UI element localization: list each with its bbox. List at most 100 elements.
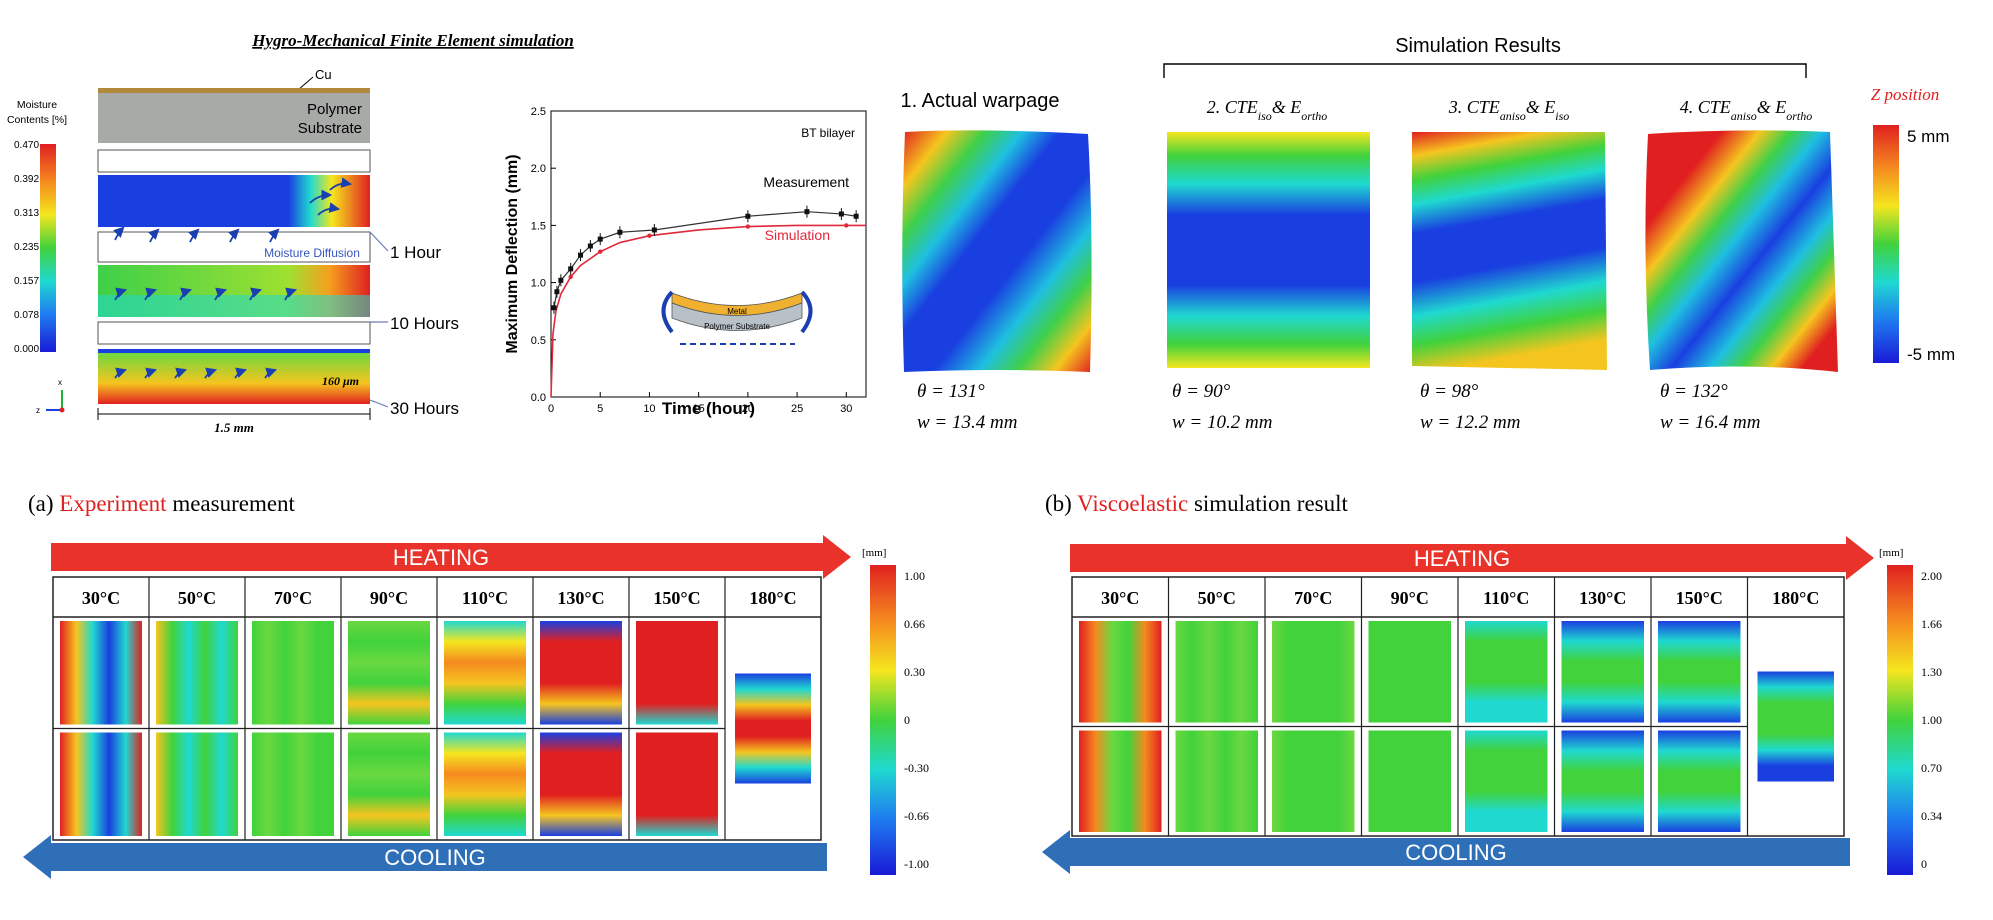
contour-cell	[60, 621, 142, 725]
series-point-simulation	[598, 249, 603, 254]
substrate-label-2: Substrate	[298, 120, 362, 137]
cooling-arrow	[1042, 830, 1850, 874]
panel-2-w: w = 10.2 mm	[1172, 412, 1272, 433]
colorbar	[1887, 565, 1913, 875]
panel-1-label: 1. Actual warpage	[901, 90, 1060, 112]
inset-bend-arrow-right	[800, 290, 813, 334]
panel-2-theta: θ = 90°	[1172, 381, 1231, 402]
temperature-header: 150°C	[1676, 588, 1723, 608]
y-tick-label: 2.5	[531, 106, 546, 118]
contour-cell	[60, 732, 142, 836]
x-tick-label: 10	[643, 403, 655, 415]
contour-cell	[348, 732, 430, 836]
contour-cell-180	[735, 673, 811, 784]
temperature-header: 90°C	[370, 588, 408, 608]
sim-results-header: Simulation Results	[1395, 35, 1561, 57]
colorbar-tick: 0.66	[904, 617, 925, 631]
heating-arrow	[1070, 536, 1874, 580]
inset-bend-arrow-left	[661, 290, 674, 334]
contour-cell	[1658, 730, 1741, 832]
contour-10-hours-lower	[98, 295, 370, 317]
temperature-header: 150°C	[653, 588, 700, 608]
series-point-measurement	[558, 277, 564, 283]
series-point-measurement	[804, 209, 810, 215]
panel-3-label: 3. CTEaniso& Eiso	[1448, 97, 1570, 123]
series-point-measurement	[617, 229, 623, 235]
hygro-legend-tick: 0.157	[14, 276, 39, 287]
colorbar-tick: 0	[1921, 857, 1927, 871]
substrate-block	[98, 93, 370, 143]
experiment-panel: HEATING COOLING 30°C 50°C 70°C 90°C 110°C 130°C…	[23, 535, 929, 879]
legend-measurement: Measurement	[763, 174, 849, 190]
contour-cell	[252, 732, 334, 836]
colorbar-tick: 1.00	[904, 569, 925, 583]
series-point-measurement	[597, 236, 603, 242]
colorbar-tick: 0.34	[1921, 809, 1942, 823]
series-point-measurement	[554, 289, 560, 295]
series-point-measurement	[853, 213, 859, 219]
temperature-header: 30°C	[82, 588, 120, 608]
hygro-legend-title-2: Contents [%]	[7, 114, 67, 126]
time-label-30-hours: 30 Hours	[390, 399, 459, 418]
series-point-measurement	[568, 266, 574, 272]
contour-cell	[1658, 621, 1741, 723]
x-tick-label: 25	[791, 403, 803, 415]
z-position-min: -5 mm	[1907, 345, 1955, 364]
series-point-simulation	[745, 224, 751, 229]
colorbar-unit: [mm]	[862, 547, 886, 559]
contour-cell	[1465, 621, 1548, 723]
y-tick-label: 0.5	[531, 335, 546, 347]
contour-cell	[1368, 621, 1451, 723]
contour-cell	[1272, 730, 1355, 832]
hygro-title: Hygro-Mechanical Finite Element simulati…	[251, 31, 574, 50]
heating-arrow	[51, 535, 851, 579]
series-point-simulation	[568, 274, 573, 280]
cu-label: Cu	[315, 67, 332, 82]
hygro-legend-title-1: Moisture	[17, 99, 57, 111]
contour-cell	[444, 621, 526, 725]
time-connector-3	[369, 399, 389, 408]
triad-label-z: z	[36, 406, 40, 415]
panel-3-w: w = 12.2 mm	[1420, 412, 1520, 433]
cooling-label: COOLING	[384, 845, 485, 870]
contour-cell-180	[1757, 671, 1834, 782]
thickness-label: 160 μm	[322, 374, 359, 388]
contour-30-hours	[98, 352, 370, 404]
panel-3-contour	[1412, 132, 1607, 370]
temperature-header: 180°C	[749, 588, 796, 608]
diffusion-arrows	[113, 177, 353, 379]
temperature-header: 110°C	[462, 588, 508, 608]
sim-results-bracket	[1163, 63, 1807, 78]
contour-cell	[348, 621, 430, 725]
contour-cell	[1465, 730, 1548, 832]
contour-cell	[156, 732, 238, 836]
time-label-10-hours: 10 Hours	[390, 314, 459, 333]
colorbar-tick: 0.70	[1921, 761, 1942, 775]
panel-4-label: 4. CTEaniso& Eortho	[1680, 97, 1813, 123]
cooling-arrow	[23, 835, 827, 879]
contour-30-hours-top	[98, 349, 370, 353]
legend-simulation: Simulation	[765, 227, 830, 243]
contour-cell	[1175, 730, 1258, 832]
contour-cell	[1561, 730, 1644, 832]
z-position-max: 5 mm	[1907, 127, 1950, 146]
cooling-label: COOLING	[1405, 840, 1506, 865]
contour-cell	[156, 621, 238, 725]
contour-cell	[1272, 621, 1355, 723]
panel-4-w: w = 16.4 mm	[1660, 412, 1760, 433]
temperature-header: 90°C	[1391, 588, 1429, 608]
hygro-legend-tick: 0.470	[14, 140, 39, 151]
series-line-simulation	[550, 224, 866, 398]
colorbar-tick: -0.66	[904, 809, 929, 823]
temperature-header: 50°C	[178, 588, 216, 608]
x-tick-label: 30	[840, 403, 852, 415]
x-tick-label: 5	[597, 403, 603, 415]
series-point-measurement	[838, 211, 844, 217]
series-point-measurement	[551, 305, 557, 311]
moisture-diffusion-label: Moisture Diffusion	[264, 246, 360, 260]
panel-4-contour	[1645, 130, 1838, 372]
inset-substrate-layer	[671, 302, 803, 331]
heating-label: HEATING	[1414, 546, 1510, 571]
contour-cell	[1175, 621, 1258, 723]
panel-1-w: w = 13.4 mm	[917, 412, 1017, 433]
